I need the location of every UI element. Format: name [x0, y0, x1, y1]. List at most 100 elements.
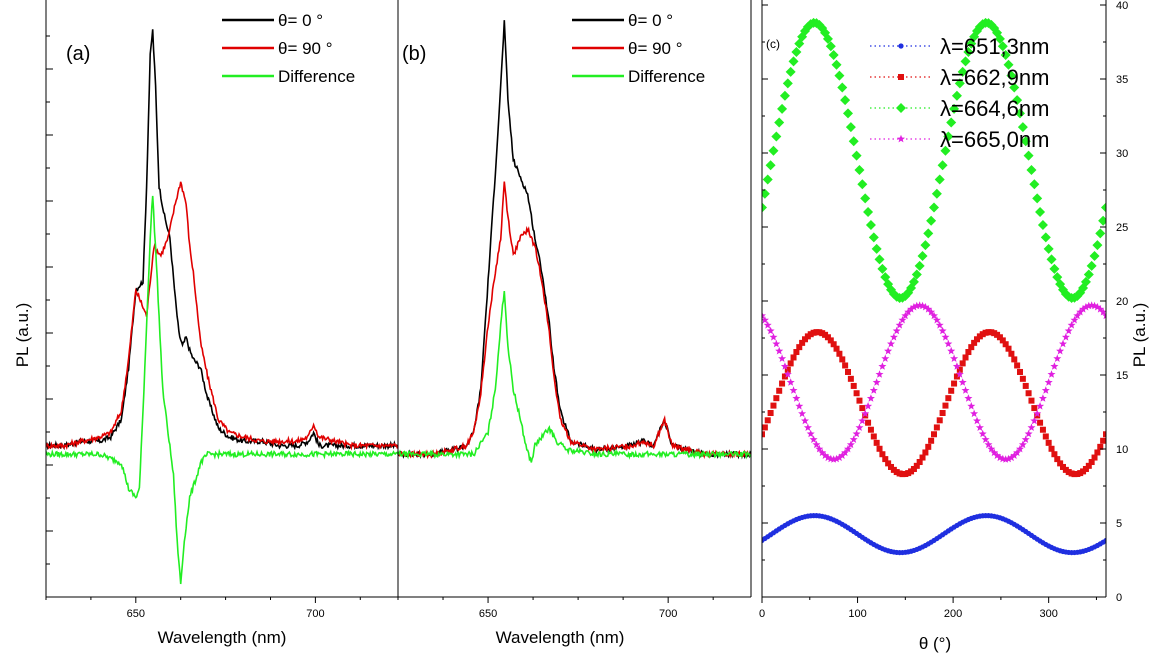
panel-c-point-2: [1006, 70, 1017, 81]
panel-c-point-3: [806, 429, 815, 438]
panel-c-point-1: [781, 373, 788, 380]
panel-c-point-1: [842, 362, 849, 369]
panel-c-point-2: [1017, 122, 1028, 133]
panel-c-point-1: [1022, 382, 1029, 389]
panel-c-point-2: [788, 56, 799, 67]
panel-c-point-1: [1100, 437, 1106, 444]
panel-c-y-tick-label: 5: [1116, 518, 1122, 530]
panel-c-point-2: [1003, 59, 1014, 70]
panel-c-point-1: [859, 405, 866, 412]
panel-c-point-3: [881, 354, 890, 362]
panel-c-point-2: [1037, 220, 1048, 231]
panel-c-point-2: [1020, 136, 1031, 147]
panel-c-point-1: [1051, 451, 1058, 458]
panel-b-x-tick-label: 700: [659, 608, 677, 620]
panel-c-point-1: [762, 424, 768, 431]
panel-c-point-3: [898, 315, 907, 324]
panel-c-point-1: [853, 390, 860, 397]
panel-c-point-3: [1093, 302, 1102, 311]
panel-c-point-3: [1010, 451, 1019, 459]
panel-a-x-tick-label: 700: [306, 608, 324, 620]
panel-c-point-3: [861, 409, 870, 418]
panel-c-point-3: [938, 326, 947, 335]
panel-c-point-1: [824, 334, 831, 341]
panel-c-point-3: [1073, 311, 1082, 320]
panel-c-point-3: [927, 307, 936, 316]
panel-c-point-1: [942, 402, 949, 409]
panel-c-point-1: [1014, 362, 1021, 369]
panel-c-point-2: [860, 193, 871, 204]
panel-c-point-3: [1053, 354, 1062, 362]
panel-a-ylabel: PL (a.u.): [13, 303, 32, 368]
panel-c-point-1: [1028, 397, 1035, 404]
panel-c-point-1: [968, 344, 975, 351]
panel-c-point-3: [772, 339, 781, 348]
panel-c-point-1: [784, 366, 791, 373]
panel-c-legend-label-1: λ=662,9nm: [940, 65, 1049, 90]
panel-c-point-1: [1054, 456, 1061, 463]
panel-c-x-tick-label: 0: [759, 608, 765, 620]
panel-a-legend-label-2: Difference: [278, 67, 355, 86]
panel-c-xlabel: θ (°): [919, 634, 951, 653]
panel-c-point-1: [1091, 454, 1098, 461]
panel-c-point-1: [770, 402, 777, 409]
panel-c-point-1: [796, 344, 803, 351]
panel-c-point-1: [1057, 460, 1064, 467]
panel-c-point-3: [973, 416, 981, 425]
panel-a-label: (a): [66, 43, 90, 65]
panel-c-point-3: [984, 440, 993, 449]
panel-c-point-1: [885, 460, 892, 467]
panel-c-point-3: [1070, 315, 1079, 324]
panel-c-point-1: [951, 380, 958, 387]
panel-c-point-1: [847, 375, 854, 382]
panel-c-point-1: [873, 439, 880, 446]
panel-c-point-1: [790, 354, 797, 361]
panel-c-point-3: [849, 435, 858, 443]
panel-c-point-0: [1103, 537, 1106, 544]
panel-c-point-2: [877, 263, 888, 274]
panel-c-point-2: [911, 269, 922, 280]
panel-c-point-3: [801, 416, 809, 425]
panel-c-point-1: [879, 451, 886, 458]
panel-c-point-1: [1103, 431, 1106, 438]
panel-c-point-2: [828, 49, 839, 60]
panel-c-point-3: [823, 453, 832, 462]
panel-c-legend-marker-2: [896, 103, 906, 113]
panel-c-point-3: [935, 321, 944, 329]
panel-c-point-3: [866, 394, 875, 402]
panel-c-point-3: [941, 333, 950, 341]
panel-c-point-3: [924, 305, 933, 313]
panel-c-x-tick-label: 300: [1039, 608, 1057, 620]
panel-c-point-3: [1016, 444, 1024, 453]
panel-c-point-3: [1018, 440, 1027, 449]
panel-c-point-3: [907, 305, 916, 313]
panel-c-point-1: [948, 387, 955, 394]
panel-c-point-3: [955, 370, 964, 378]
panel-c-point-2: [1043, 243, 1054, 254]
panel-c-point-3: [815, 444, 824, 453]
panel-b-legend: θ= 0 ° θ= 90 ° Difference: [572, 11, 705, 86]
panel-c-point-3: [1013, 448, 1022, 457]
panel-c-point-1: [916, 459, 923, 466]
panel-c-point-1: [1042, 433, 1049, 440]
panel-a-legend-label-0: θ= 0 °: [278, 11, 323, 30]
panel-c-point-2: [774, 117, 785, 128]
panel-c-point-3: [855, 423, 864, 431]
panel-c-point-2: [1098, 215, 1106, 226]
panel-c-point-2: [825, 41, 836, 52]
panel-c-point-2: [917, 251, 928, 262]
panel-c-point-2: [908, 276, 919, 287]
panel-c-y-tick-label: 25: [1116, 222, 1128, 234]
panel-c-point-1: [971, 339, 978, 346]
panel-c-point-2: [1029, 179, 1040, 190]
panel-c-point-3: [844, 444, 852, 453]
panel-c-point-1: [1019, 375, 1026, 382]
panel-c-point-2: [954, 78, 965, 89]
panel-c-point-1: [787, 360, 794, 367]
panel-c-point-3: [769, 333, 778, 341]
panel-c-point-3: [798, 409, 807, 418]
panel-c-point-3: [1027, 423, 1036, 431]
panel-c-point-2: [854, 165, 865, 176]
panel-c-point-1: [1082, 465, 1089, 472]
panel-c-y-tick-label: 20: [1116, 296, 1128, 308]
